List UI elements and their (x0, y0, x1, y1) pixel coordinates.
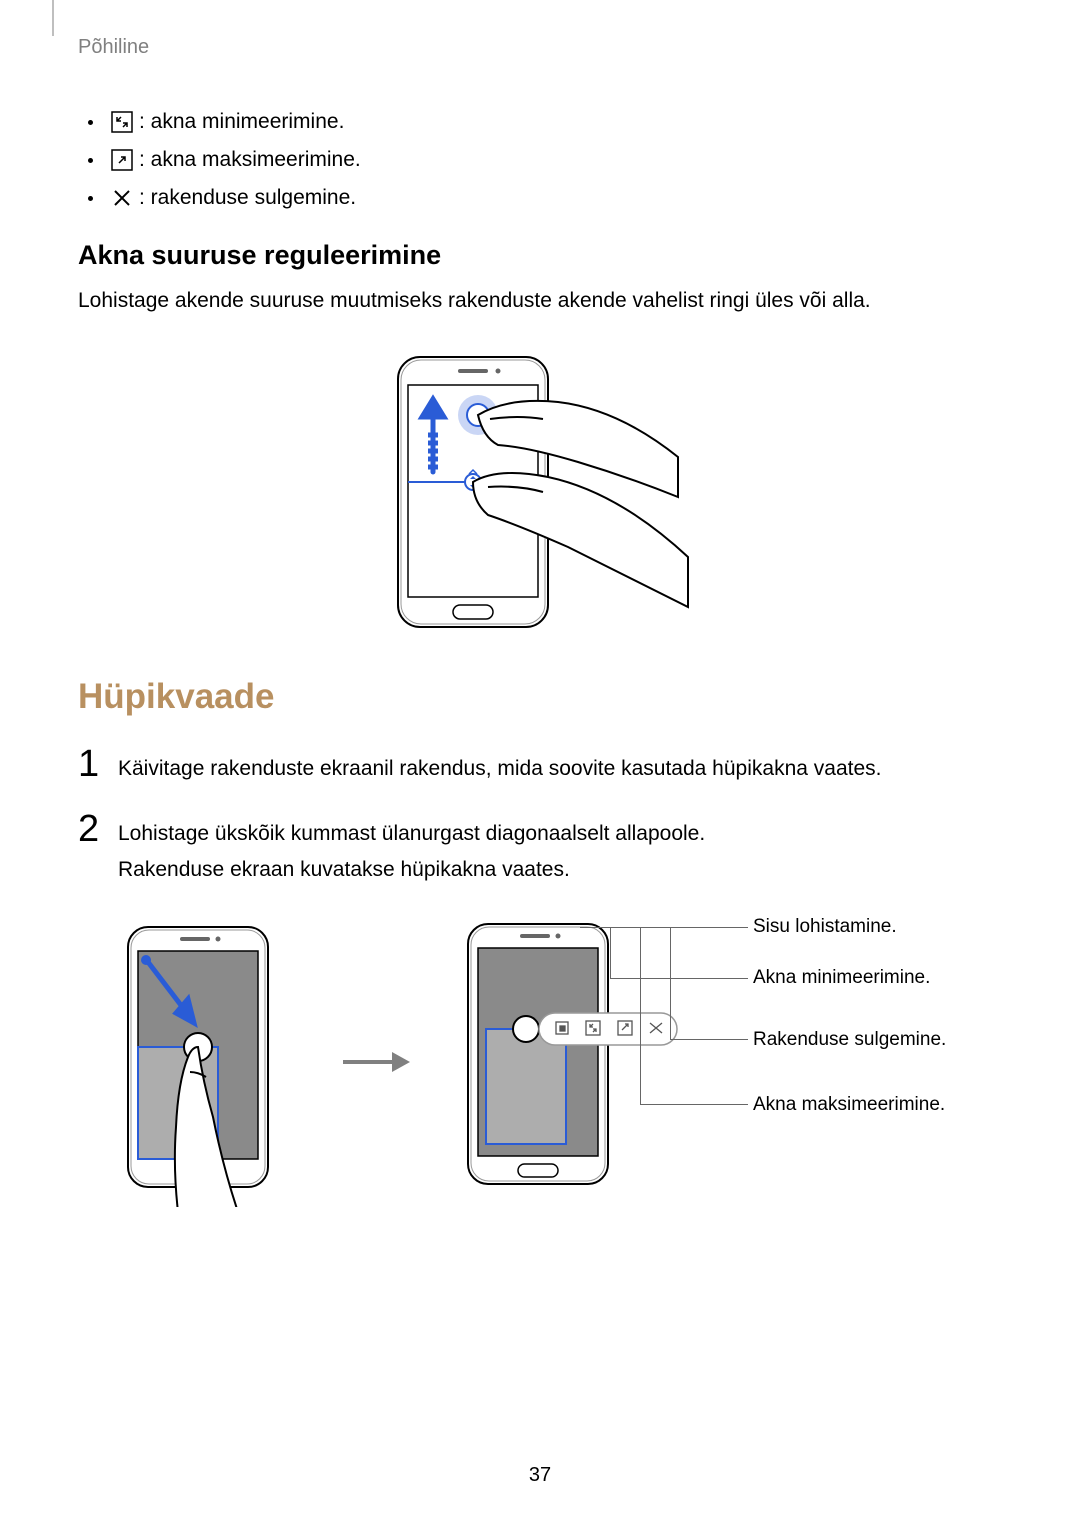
callout-maximize: Akna maksimeerimine. (753, 1094, 945, 1116)
phone-resize-illustration (378, 347, 698, 637)
step-text: Käivitage rakenduste ekraanil rakendus, … (118, 745, 881, 787)
bullet-text: : akna maksimeerimine. (139, 148, 361, 172)
maximize-icon (111, 149, 133, 171)
callout-line (670, 927, 671, 1039)
popup-toolbar (538, 1012, 678, 1046)
bullet-dot (88, 120, 93, 125)
breadcrumb: Põhiline (78, 36, 149, 59)
callout-line (640, 1104, 748, 1105)
step-item: 2 Lohistage ükskõik kummast ülanurgast d… (78, 810, 998, 887)
page-content: : akna minimeerimine. : akna maksimeerim… (78, 110, 998, 1212)
phone-popup-illustration (458, 914, 638, 1204)
step-text: Lohistage ükskõik kummast ülanurgast dia… (118, 810, 705, 887)
figure-resize (78, 347, 998, 637)
minimize-icon (111, 111, 133, 133)
bullet-dot (88, 196, 93, 201)
step-number: 2 (78, 810, 118, 848)
callout-drag: Sisu lohistamine. (753, 916, 897, 938)
section-heading-popup: Hüpikvaade (78, 677, 998, 717)
bullet-item: : akna maksimeerimine. (88, 148, 998, 172)
bullet-item: : akna minimeerimine. (88, 110, 998, 134)
callout-line (610, 978, 748, 979)
step-number: 1 (78, 745, 118, 783)
section-heading-resize: Akna suuruse reguleerimine (78, 240, 998, 271)
phone-popup-wrapper (458, 914, 638, 1209)
bullet-text: : akna minimeerimine. (139, 110, 344, 134)
phone-drag-illustration (118, 917, 298, 1207)
step-item: 1 Käivitage rakenduste ekraanil rakendus… (78, 745, 998, 787)
step-line1: Lohistage ükskõik kummast ülanurgast dia… (118, 822, 705, 845)
close-icon (111, 187, 133, 209)
callout-line (580, 927, 748, 928)
callout-close: Rakenduse sulgemine. (753, 1029, 946, 1051)
section-body: Lohistage akende suuruse muutmiseks rake… (78, 285, 998, 317)
callout-minimize: Akna minimeerimine. (753, 967, 930, 989)
icon-bullet-list: : akna minimeerimine. : akna maksimeerim… (78, 110, 998, 210)
callout-line (670, 1039, 748, 1040)
page-number: 37 (0, 1464, 1080, 1487)
bullet-text: : rakenduse sulgemine. (139, 186, 356, 210)
bullet-item: : rakenduse sulgemine. (88, 186, 998, 210)
callout-line (610, 927, 611, 978)
arrow-right-icon (338, 1042, 418, 1082)
bullet-dot (88, 158, 93, 163)
callout-line (640, 927, 641, 1104)
margin-rule (52, 0, 54, 36)
figure-popup: Sisu lohistamine. Akna minimeerimine. Ra… (118, 912, 998, 1212)
step-line2: Rakenduse ekraan kuvatakse hüpikakna vaa… (118, 858, 570, 881)
